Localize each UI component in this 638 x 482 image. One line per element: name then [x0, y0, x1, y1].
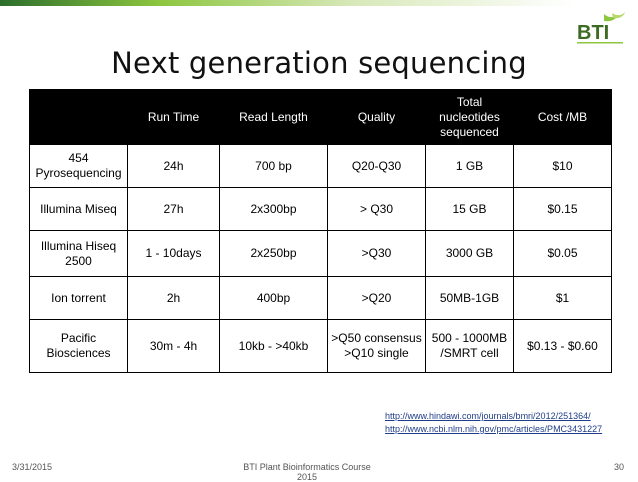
- table-row: Illumina Miseq 27h 2x300bp > Q30 15 GB $…: [29, 187, 612, 231]
- read-length-cell: 2x300bp: [219, 187, 328, 231]
- run-time-cell: 27h: [127, 187, 220, 231]
- nucleotides-cell: 50MB-1GB: [425, 276, 514, 320]
- quality-cell: >Q50 consensus >Q10 single: [327, 319, 426, 373]
- sequencing-comparison-table: Run Time Read Length Quality Total nucle…: [29, 89, 612, 373]
- run-time-cell: 1 - 10days: [127, 230, 220, 277]
- hindawi-reference-link[interactable]: http://www.hindawi.com/journals/bmri/201…: [385, 411, 591, 421]
- table-row: Ion torrent 2h 400bp >Q20 50MB-1GB $1: [29, 276, 612, 320]
- quality-cell: >Q30: [327, 230, 426, 277]
- header-cell-total-nucleotides: Total nucleotides sequenced: [425, 89, 514, 145]
- cost-cell: $0.15: [513, 187, 612, 231]
- header-cell-run-time: Run Time: [127, 89, 220, 145]
- header-cell-platform: [29, 89, 128, 145]
- read-length-cell: 400bp: [219, 276, 328, 320]
- quality-cell: >Q20: [327, 276, 426, 320]
- quality-cell: > Q30: [327, 187, 426, 231]
- cost-cell: $0.13 - $0.60: [513, 319, 612, 373]
- cost-cell: $10: [513, 144, 612, 188]
- table-row: Pacific Biosciences 30m - 4h 10kb - >40k…: [29, 319, 612, 373]
- nucleotides-cell: 3000 GB: [425, 230, 514, 277]
- footer-course-title: BTI Plant Bioinformatics Course 2015: [243, 462, 371, 482]
- header-cell-read-length: Read Length: [219, 89, 328, 145]
- slide-title: Next generation sequencing: [111, 46, 527, 80]
- platform-cell: Illumina Miseq: [29, 187, 128, 231]
- cost-cell: $1: [513, 276, 612, 320]
- table-row: 454 Pyrosequencing 24h 700 bp Q20-Q30 1 …: [29, 144, 612, 188]
- cost-cell: $0.05: [513, 230, 612, 277]
- platform-cell: 454 Pyrosequencing: [29, 144, 128, 188]
- nucleotides-cell: 500 - 1000MB /SMRT cell: [425, 319, 514, 373]
- footer-page-number: 30: [613, 462, 624, 472]
- table-row: Illumina Hiseq 2500 1 - 10days 2x250bp >…: [29, 230, 612, 277]
- top-accent-bar: [0, 0, 638, 6]
- nucleotides-cell: 1 GB: [425, 144, 514, 188]
- footer-date: 3/31/2015: [12, 462, 53, 472]
- svg-text:BTI: BTI: [577, 22, 609, 44]
- reference-links: http://www.hindawi.com/journals/bmri/201…: [385, 410, 602, 436]
- table-header-row: Run Time Read Length Quality Total nucle…: [29, 89, 612, 145]
- platform-cell: Pacific Biosciences: [29, 319, 128, 373]
- run-time-cell: 2h: [127, 276, 220, 320]
- header-cell-cost: Cost /MB: [513, 89, 612, 145]
- read-length-cell: 10kb - >40kb: [219, 319, 328, 373]
- run-time-cell: 30m - 4h: [127, 319, 220, 373]
- read-length-cell: 700 bp: [219, 144, 328, 188]
- ncbi-reference-link[interactable]: http://www.ncbi.nlm.nih.gov/pmc/articles…: [385, 424, 603, 434]
- nucleotides-cell: 15 GB: [425, 187, 514, 231]
- read-length-cell: 2x250bp: [219, 230, 328, 277]
- platform-cell: Illumina Hiseq 2500: [29, 230, 128, 277]
- quality-cell: Q20-Q30: [327, 144, 426, 188]
- header-cell-quality: Quality: [327, 89, 426, 145]
- run-time-cell: 24h: [127, 144, 220, 188]
- platform-cell: Ion torrent: [29, 276, 128, 320]
- bti-logo-icon: BTI: [577, 12, 625, 44]
